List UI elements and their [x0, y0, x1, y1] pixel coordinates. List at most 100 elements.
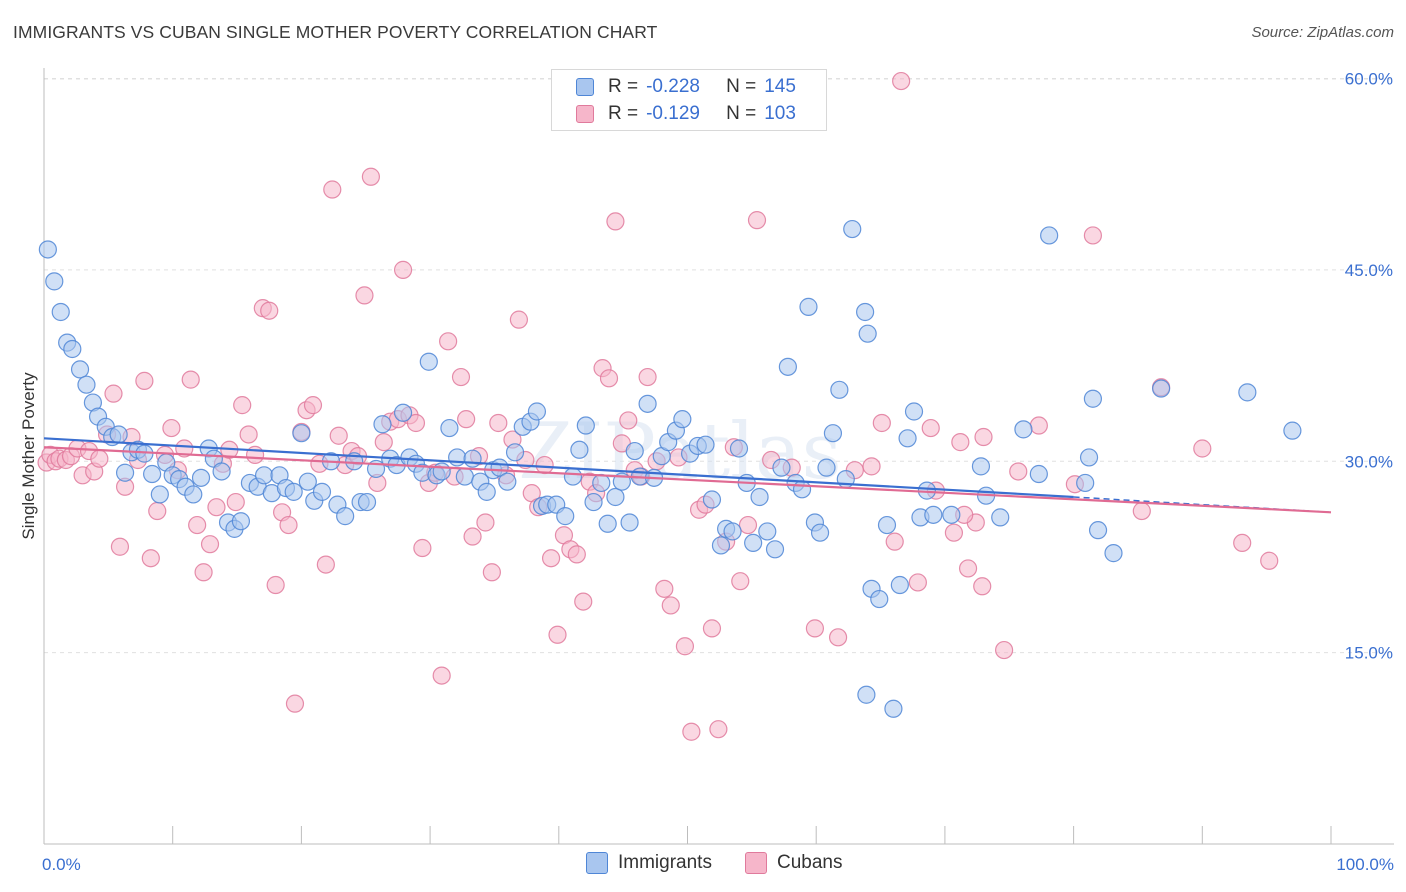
legend-n-value: 145 — [764, 76, 796, 97]
immigrants-point — [696, 435, 715, 454]
cubans-point — [285, 694, 305, 713]
y-tick-label: 60.0% — [1345, 70, 1393, 89]
immigrants-point — [463, 449, 482, 468]
immigrants-point — [750, 487, 769, 507]
cubans-point — [482, 563, 501, 582]
immigrants-point — [898, 429, 917, 448]
legend-item-immigrants[interactable]: Immigrants — [586, 852, 712, 874]
legend-n-label: N = — [726, 103, 757, 124]
cubans-point — [541, 549, 561, 568]
cubans-point — [958, 559, 978, 578]
legend-item-cubans[interactable]: Cubans — [744, 852, 843, 874]
cubans-point — [574, 592, 593, 611]
y-tick-label: 15.0% — [1345, 644, 1393, 663]
cubans-point — [1029, 416, 1048, 435]
legend-n-label: N = — [726, 76, 757, 97]
immigrants-point — [810, 523, 830, 542]
legend-r-value: -0.129 — [646, 103, 700, 124]
y-tick-label: 45.0% — [1345, 261, 1393, 280]
immigrants-point — [563, 467, 583, 486]
cubans-point — [509, 310, 529, 329]
immigrants-point — [505, 443, 525, 462]
immigrants-point — [1040, 226, 1059, 245]
cubans-point — [548, 625, 567, 644]
cubans-point — [921, 418, 940, 438]
immigrants-point — [823, 424, 843, 443]
immigrants-point — [890, 575, 909, 595]
cubans-point — [599, 369, 619, 388]
cubans-point — [951, 433, 970, 452]
immigrants-point — [744, 533, 763, 553]
cubans-point — [110, 537, 130, 556]
immigrants-point — [298, 472, 317, 491]
immigrants-point — [884, 699, 903, 718]
immigrants-point — [904, 402, 924, 421]
immigrants-point — [924, 505, 943, 524]
immigrants-points — [38, 219, 1302, 718]
immigrants-point — [1076, 473, 1095, 493]
cubans-point — [661, 596, 680, 615]
immigrants-point — [1029, 464, 1048, 484]
legend-r-label: R = — [608, 76, 639, 97]
cubans-point — [361, 167, 380, 186]
immigrants-point — [673, 410, 692, 429]
immigrants-swatch — [586, 852, 608, 874]
cubans-point — [675, 637, 695, 656]
cubans-point — [90, 449, 109, 468]
cubans-point — [535, 455, 554, 475]
immigrants-point — [1088, 521, 1108, 540]
chart-title: IMMIGRANTS VS CUBAN SINGLE MOTHER POVERT… — [13, 22, 658, 42]
immigrants-point — [942, 505, 961, 524]
legend-label-cubans: Cubans — [776, 852, 843, 873]
cubans-point — [885, 532, 904, 551]
cubans-point — [266, 575, 285, 595]
immigrants-point — [1014, 420, 1033, 439]
cubans-point — [226, 492, 245, 512]
cubans-point — [995, 640, 1014, 660]
immigrants-point — [877, 515, 897, 535]
cubans-point — [233, 396, 252, 415]
cubans-point — [329, 426, 348, 445]
cubans-point — [1132, 501, 1151, 521]
immigrants-point — [336, 507, 355, 526]
immigrants-point — [527, 402, 547, 421]
immigrants-point — [143, 464, 162, 484]
immigrants-point — [702, 490, 722, 509]
cubans-point — [655, 579, 674, 598]
immigrants-point — [592, 473, 611, 493]
y-axis-title: Single Mother Poverty — [19, 372, 38, 540]
cubans-point — [747, 211, 767, 230]
cubans-swatch — [744, 852, 767, 874]
cubans-point — [181, 370, 200, 389]
cubans-point — [239, 425, 258, 444]
immigrants-point — [455, 467, 474, 486]
immigrants-point — [856, 302, 875, 322]
legend-n-value: 103 — [764, 103, 796, 124]
cubans-point — [463, 527, 482, 546]
immigrants-point — [799, 297, 818, 316]
immigrants-point — [858, 324, 877, 343]
immigrants-point — [758, 522, 777, 541]
immigrants-point — [45, 272, 64, 291]
cubans-point — [1193, 439, 1212, 458]
cubans-point — [200, 535, 220, 554]
cubans-point — [1009, 462, 1028, 481]
cubans-point — [323, 180, 342, 199]
immigrants-point — [1079, 448, 1099, 467]
immigrants-point — [991, 508, 1010, 527]
legend-r-value: -0.228 — [646, 76, 700, 97]
cubans-point — [892, 71, 911, 91]
cubans-point — [702, 619, 722, 638]
immigrants-point — [778, 357, 797, 376]
immigrants-point — [432, 462, 451, 481]
y-tick-label: 30.0% — [1345, 452, 1393, 471]
immigrants-point — [231, 512, 251, 531]
immigrants-point — [792, 480, 812, 499]
immigrants-point — [1283, 421, 1302, 440]
immigrants-point — [393, 403, 413, 422]
cubans-point — [406, 413, 426, 433]
immigrants-point — [419, 352, 438, 371]
cubans-point — [104, 384, 123, 403]
immigrants-point — [620, 513, 639, 532]
